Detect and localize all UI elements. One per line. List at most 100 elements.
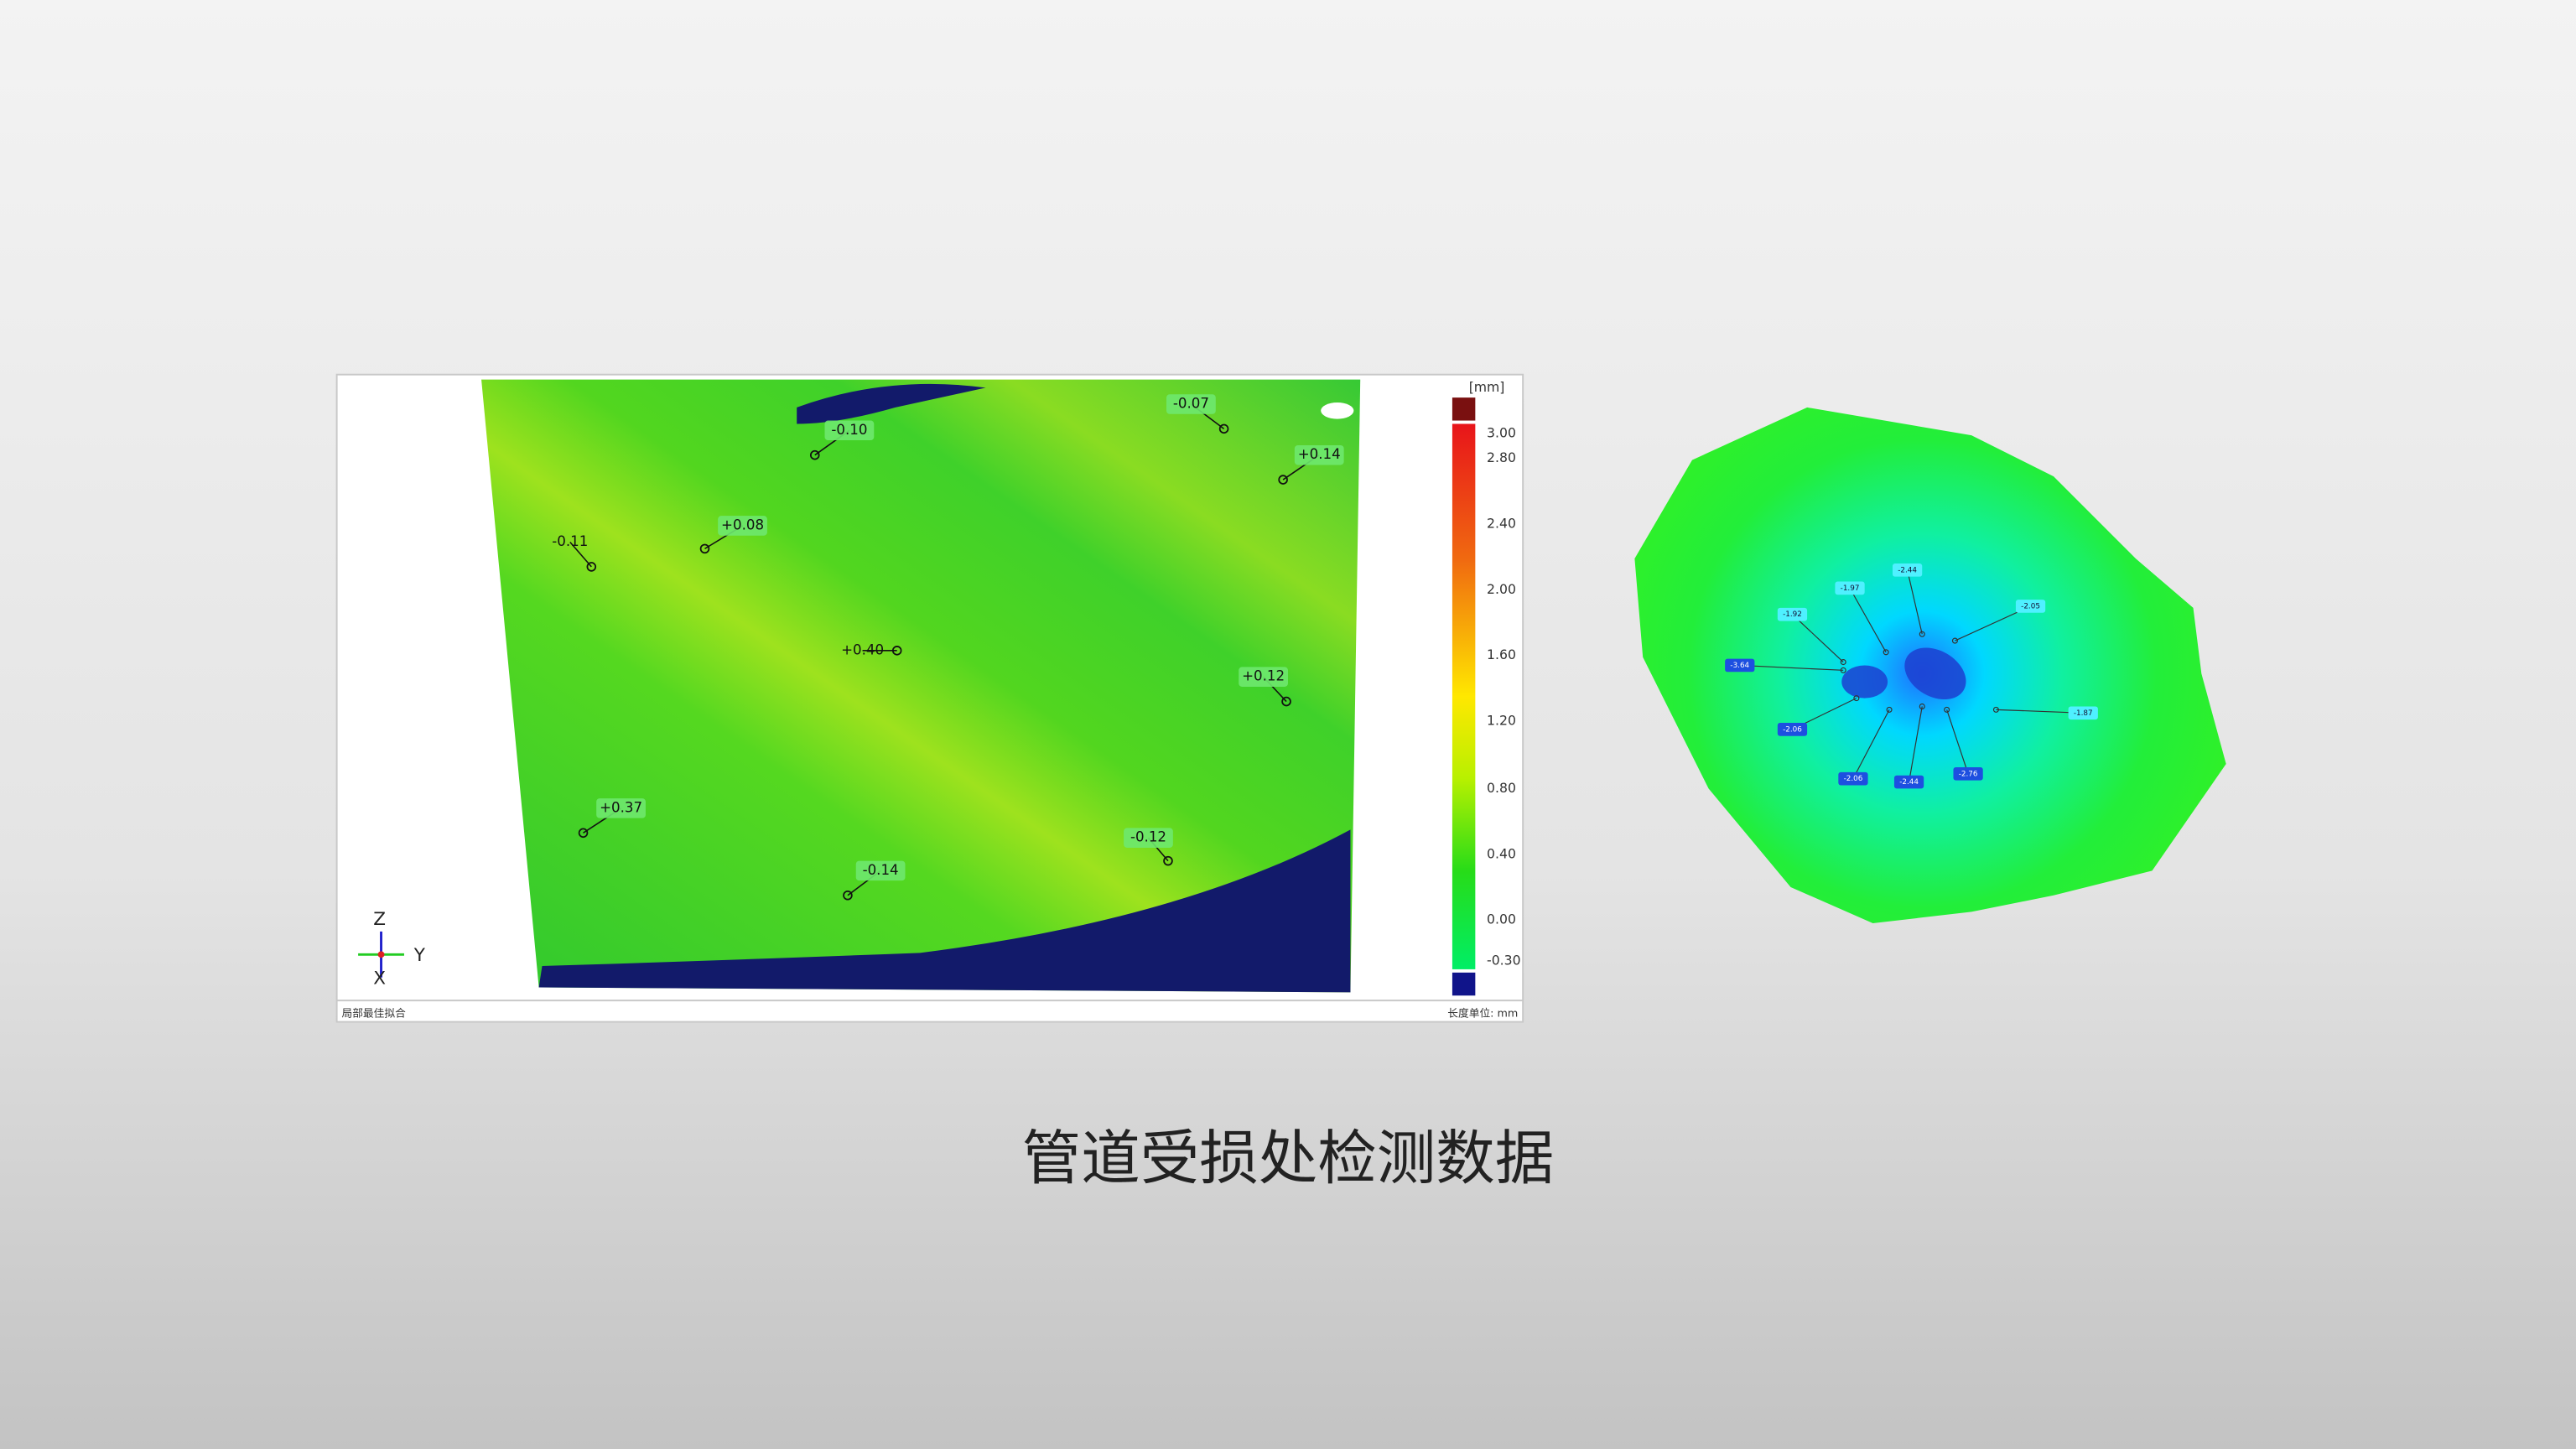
probe-point <box>1951 637 1958 644</box>
label-box <box>1166 394 1216 414</box>
left-panel: [mm] 3.00 2.80 2.40 2.00 1.60 1.20 0.80 0.40 0.0… <box>335 373 1524 1023</box>
annotation-label: -2.76 <box>1959 770 1978 778</box>
label-box <box>1777 723 1808 736</box>
label-box <box>1725 658 1755 673</box>
label-box <box>1838 771 1868 786</box>
label-box <box>1835 581 1865 595</box>
annotation-label: +0.40 <box>841 641 884 657</box>
leader-line <box>1907 569 1923 635</box>
caption: 管道受损处检测数据 <box>1022 1124 1555 1193</box>
y-label: Y <box>413 945 426 966</box>
annotation-label: -2.06 <box>1844 775 1863 783</box>
leader-line <box>1908 706 1923 782</box>
probe-point <box>1992 706 1999 713</box>
scale-label: 2.00 <box>1487 581 1516 597</box>
dent-core <box>1904 647 1966 700</box>
label-box <box>1892 564 1923 577</box>
annotation-label: +0.08 <box>721 517 764 532</box>
annotation-label: -0.07 <box>1173 395 1209 411</box>
probe-point <box>1163 855 1173 866</box>
footer-left: 局部最佳拟合 <box>342 1007 407 1020</box>
probe-point <box>1281 696 1291 707</box>
unit-label: [mm] <box>1469 379 1505 395</box>
probe-point <box>891 646 902 656</box>
probe-point <box>699 543 710 554</box>
label-box <box>1893 775 1924 789</box>
label-box <box>1124 828 1173 848</box>
scale-labels: 3.00 2.80 2.40 2.00 1.60 1.20 0.80 0.40 0.00 -0.3… <box>1487 425 1521 969</box>
footer-right: 长度单位: mm <box>1447 1006 1518 1020</box>
scale-label: 2.80 <box>1487 449 1516 465</box>
leader-line <box>1946 709 1969 774</box>
probe-point <box>809 449 820 460</box>
annotation-label: +0.14 <box>1298 446 1341 462</box>
probe-point <box>1944 706 1950 713</box>
annotations: -1.97 -2.44 -2.05 -1.92 -3.64 -2.06 -2.06 -2.44… <box>1725 564 2098 789</box>
deviation-patch <box>538 829 1351 993</box>
leader-line <box>1852 709 1890 779</box>
color-bar-over <box>1452 397 1476 421</box>
probe-point <box>1840 659 1846 666</box>
leader-line <box>1849 588 1887 653</box>
scale-label: 0.00 <box>1487 911 1516 927</box>
label-box <box>1777 607 1808 621</box>
axis-triad: Z Y X <box>358 909 426 989</box>
annotation-label: -3.64 <box>1730 662 1749 670</box>
annotation-label: -1.92 <box>1783 610 1802 619</box>
scale-label: -0.30 <box>1487 953 1521 969</box>
probe-point <box>1883 649 1889 656</box>
label-box <box>596 798 646 818</box>
scale-label: 0.40 <box>1487 845 1516 861</box>
label-box <box>1294 444 1344 465</box>
probe-point <box>1853 695 1860 702</box>
origin <box>377 951 385 958</box>
scale-label: 2.40 <box>1487 515 1516 531</box>
leader-line <box>1792 614 1844 662</box>
leader-line <box>1739 664 1844 671</box>
label-box <box>1953 766 1983 781</box>
annotation-label: +0.12 <box>1242 668 1285 684</box>
probe-point <box>1278 475 1288 485</box>
probe-point <box>586 562 597 572</box>
hole <box>1321 402 1354 419</box>
scale-label: 1.20 <box>1487 713 1516 729</box>
annotation-label: -1.97 <box>1841 584 1860 593</box>
label-box <box>2015 600 2046 613</box>
annotation-label: -0.10 <box>831 422 867 438</box>
annotation-label: -1.87 <box>2074 709 2093 718</box>
scale-label: 1.60 <box>1487 647 1516 662</box>
label-box <box>2068 706 2098 720</box>
annotation-label: -2.06 <box>1783 725 1802 734</box>
probe-point <box>1919 703 1925 709</box>
z-label: Z <box>373 909 386 930</box>
annotation-label: -0.14 <box>863 862 899 878</box>
probe-point <box>1919 631 1925 637</box>
probe-point <box>1218 423 1229 434</box>
scale-label: 0.80 <box>1487 780 1516 796</box>
color-bar-under <box>1452 972 1476 996</box>
label-box <box>718 516 767 536</box>
annotation-label: -0.11 <box>552 533 588 549</box>
annotation-label: -0.12 <box>1130 829 1166 845</box>
scale-label: 3.00 <box>1487 425 1516 441</box>
annotation-label: -2.44 <box>1898 566 1917 574</box>
probe-point <box>1840 667 1846 673</box>
annotation-label: -2.44 <box>1899 778 1919 787</box>
deviation-patch <box>797 383 986 424</box>
annotations: -0.10 -0.07 +0.14 +0.08 -0.11 +0.40 +0.12 +0.37… <box>552 394 1344 901</box>
annotation-label: +0.37 <box>600 799 642 815</box>
probe-point <box>1886 706 1893 713</box>
color-bar <box>1452 423 1476 969</box>
x-label: X <box>373 969 386 989</box>
annotation-label: -2.05 <box>2021 602 2040 610</box>
label-box <box>824 420 875 441</box>
leader-line <box>569 542 592 568</box>
probe-point <box>578 828 589 839</box>
label-box <box>1239 667 1288 687</box>
probe-point <box>843 890 853 901</box>
right-panel: -1.97 -2.44 -2.05 -1.92 -3.64 -2.06 -2.06 -2.44… <box>1634 407 2226 924</box>
dent-core <box>1841 665 1888 699</box>
label-box <box>855 860 906 881</box>
